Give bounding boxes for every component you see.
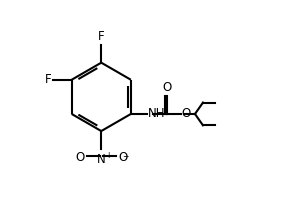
Text: O: O: [118, 151, 128, 164]
Text: −: −: [122, 152, 128, 161]
Text: N: N: [97, 153, 106, 166]
Text: F: F: [45, 73, 52, 86]
Text: O: O: [162, 81, 172, 94]
Text: NH: NH: [147, 108, 165, 120]
Text: F: F: [98, 30, 105, 43]
Text: O: O: [75, 151, 84, 164]
Text: +: +: [105, 151, 111, 160]
Text: O: O: [182, 108, 191, 120]
